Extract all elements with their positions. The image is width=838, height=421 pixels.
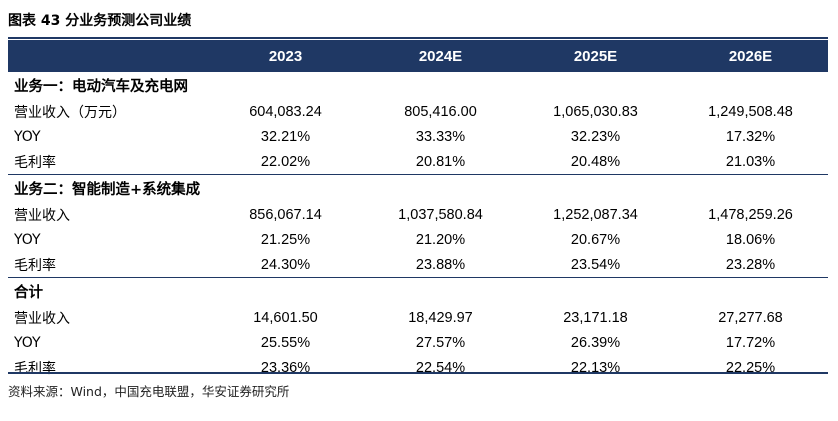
cell-value: 20.67% [570, 231, 621, 248]
column-header: 2025E [518, 40, 673, 72]
cell-value: 23.54% [570, 256, 621, 273]
cell-value: 17.72% [725, 334, 776, 351]
cell-value: 22.25% [725, 359, 776, 376]
table-row: 毛利率 24.30% 23.88% 23.54% 23.28% [8, 252, 828, 278]
bottom-rule [8, 372, 828, 374]
table-row: YOY 21.25% 21.20% 20.67% 18.06% [8, 227, 828, 252]
cell-value: 20.48% [570, 153, 621, 170]
cell-value: 14,601.50 [253, 309, 318, 326]
row-label: 毛利率 [14, 257, 56, 274]
cell-value: 18.06% [725, 231, 776, 248]
row-label: 毛利率 [14, 154, 56, 171]
cell-value: 32.23% [570, 128, 621, 145]
cell-value: 17.32% [725, 128, 776, 145]
row-label: YOY [14, 128, 41, 145]
cell-value: 604,083.24 [249, 103, 322, 120]
cell-value: 1,478,259.26 [708, 206, 793, 223]
cell-value: 21.25% [260, 231, 311, 248]
cell-value: 27,277.68 [718, 309, 783, 326]
cell-value: 23.28% [725, 256, 776, 273]
cell-value: 33.33% [415, 128, 466, 145]
cell-value: 24.30% [260, 256, 311, 273]
cell-value: 22.02% [260, 153, 311, 170]
header-blank-cell [8, 40, 208, 72]
row-label: 营业收入（万元） [14, 104, 126, 121]
section-header-row: 合计 [8, 277, 828, 305]
cell-value: 18,429.97 [408, 309, 473, 326]
table-row: 毛利率 22.02% 20.81% 20.48% 21.03% [8, 149, 828, 175]
table-row: 营业收入 856,067.14 1,037,580.84 1,252,087.3… [8, 202, 828, 227]
row-label: 毛利率 [14, 360, 56, 377]
cell-value: 23.36% [260, 359, 311, 376]
column-header: 2026E [673, 40, 828, 72]
row-label: 营业收入 [14, 207, 70, 224]
table-row: 营业收入 14,601.50 18,429.97 23,171.18 27,27… [8, 305, 828, 330]
cell-value: 1,037,580.84 [398, 206, 483, 223]
cell-value: 23,171.18 [563, 309, 628, 326]
row-label: 营业收入 [14, 310, 70, 327]
forecast-table: 2023 2024E 2025E 2026E 业务一：电动汽车及充电网 营业收入… [8, 40, 828, 380]
page-title: 图表 43 分业务预测公司业绩 [8, 13, 192, 29]
cell-value: 26.39% [570, 334, 621, 351]
table-row: 毛利率 23.36% 22.54% 22.13% 22.25% [8, 355, 828, 380]
column-header: 2023 [208, 40, 363, 72]
table-row: YOY 32.21% 33.33% 32.23% 17.32% [8, 124, 828, 149]
cell-value: 856,067.14 [249, 206, 322, 223]
cell-value: 22.13% [570, 359, 621, 376]
source-note: 资料来源：Wind，中国充电联盟，华安证券研究所 [8, 384, 290, 399]
cell-value: 27.57% [415, 334, 466, 351]
section-title: 业务二：智能制造+系统集成 [8, 174, 828, 202]
cell-value: 32.21% [260, 128, 311, 145]
section-title: 业务一：电动汽车及充电网 [14, 79, 188, 95]
cell-value: 22.54% [415, 359, 466, 376]
cell-value: 23.88% [415, 256, 466, 273]
cell-value: 25.55% [260, 334, 311, 351]
cell-value: 21.03% [725, 153, 776, 170]
row-label: YOY [14, 231, 41, 248]
section-header-row: 业务二：智能制造+系统集成 [8, 174, 828, 202]
cell-value: 1,252,087.34 [553, 206, 638, 223]
section-header-row: 业务一：电动汽车及充电网 [8, 72, 828, 99]
table-row: 营业收入（万元） 604,083.24 805,416.00 1,065,030… [8, 99, 828, 124]
section-title: 合计 [8, 277, 828, 305]
cell-value: 805,416.00 [404, 103, 477, 120]
cell-value: 1,249,508.48 [708, 103, 793, 120]
header-row: 2023 2024E 2025E 2026E [8, 40, 828, 72]
cell-value: 1,065,030.83 [553, 103, 638, 120]
cell-value: 20.81% [415, 153, 466, 170]
row-label: YOY [14, 334, 41, 351]
column-header: 2024E [363, 40, 518, 72]
cell-value: 21.20% [415, 231, 466, 248]
table-row: YOY 25.55% 27.57% 26.39% 17.72% [8, 330, 828, 355]
top-rule [8, 37, 828, 39]
